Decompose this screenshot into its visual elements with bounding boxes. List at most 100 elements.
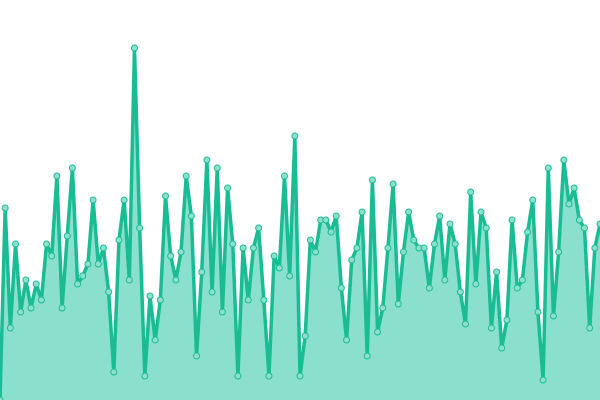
data-point: [462, 320, 470, 328]
data-point: [125, 276, 133, 284]
data-point: [156, 296, 164, 304]
data-point: [37, 296, 45, 304]
data-point: [353, 244, 361, 252]
data-point: [508, 216, 516, 224]
data-point: [586, 324, 594, 332]
data-point: [580, 224, 588, 232]
data-point: [130, 44, 138, 52]
data-point: [136, 224, 144, 232]
data-point: [229, 240, 237, 248]
data-point: [53, 172, 61, 180]
data-point: [79, 272, 87, 280]
data-point: [296, 372, 304, 380]
data-point: [218, 308, 226, 316]
data-point: [120, 196, 128, 204]
data-point: [555, 248, 563, 256]
data-point: [291, 132, 299, 140]
data-point: [213, 164, 221, 172]
data-point: [539, 376, 547, 384]
data-point: [146, 292, 154, 300]
data-point: [208, 288, 216, 296]
data-point: [244, 296, 252, 304]
data-point: [472, 280, 480, 288]
data-point: [368, 176, 376, 184]
data-point: [280, 172, 288, 180]
data-point: [420, 244, 428, 252]
data-point: [151, 336, 159, 344]
data-point: [534, 308, 542, 316]
data-point: [565, 200, 573, 208]
data-point: [591, 244, 599, 252]
data-point: [301, 332, 309, 340]
data-point: [182, 172, 190, 180]
data-point: [99, 244, 107, 252]
data-point: [446, 220, 454, 228]
data-point: [203, 156, 211, 164]
data-point: [513, 284, 521, 292]
data-point: [363, 352, 371, 360]
data-point: [43, 240, 51, 248]
data-point: [560, 156, 568, 164]
data-point: [255, 224, 263, 232]
data-point: [162, 192, 170, 200]
data-point: [389, 180, 397, 188]
data-point: [187, 212, 195, 220]
data-point: [12, 240, 20, 248]
data-point: [84, 260, 92, 268]
data-point: [177, 248, 185, 256]
data-point: [410, 236, 418, 244]
data-point: [110, 368, 118, 376]
data-point: [265, 372, 273, 380]
data-point: [327, 228, 335, 236]
data-point: [239, 244, 247, 252]
data-point: [1, 204, 9, 212]
data-point: [524, 228, 532, 236]
data-point: [467, 188, 475, 196]
data-point: [348, 256, 356, 264]
data-point: [425, 284, 433, 292]
data-point: [549, 312, 557, 320]
data-point: [544, 164, 552, 172]
data-point: [379, 304, 387, 312]
data-point: [270, 252, 278, 260]
data-point: [89, 196, 97, 204]
data-point: [503, 316, 511, 324]
data-point: [374, 328, 382, 336]
data-point: [518, 276, 526, 284]
data-point: [570, 184, 578, 192]
data-point: [399, 248, 407, 256]
data-point: [6, 324, 14, 332]
data-point: [48, 252, 56, 260]
data-point: [234, 372, 242, 380]
data-point: [172, 276, 180, 284]
data-points: [0, 44, 600, 400]
data-point: [27, 304, 35, 312]
data-point: [493, 268, 501, 276]
data-point: [487, 324, 495, 332]
data-point: [58, 304, 66, 312]
data-point: [405, 208, 413, 216]
data-point: [498, 344, 506, 352]
data-point: [63, 232, 71, 240]
data-point: [141, 372, 149, 380]
data-point: [384, 244, 392, 252]
data-point: [394, 300, 402, 308]
data-point: [260, 296, 268, 304]
data-point: [430, 240, 438, 248]
data-point: [249, 244, 257, 252]
data-point: [358, 208, 366, 216]
data-point: [74, 280, 82, 288]
data-point: [105, 288, 113, 296]
data-point: [456, 288, 464, 296]
data-point: [529, 196, 537, 204]
data-point: [94, 260, 102, 268]
data-point: [477, 208, 485, 216]
data-point: [275, 264, 283, 272]
data-point: [322, 216, 330, 224]
data-point: [441, 276, 449, 284]
data-point: [198, 268, 206, 276]
data-point: [224, 184, 232, 192]
data-point: [575, 216, 583, 224]
data-point: [312, 248, 320, 256]
data-point: [32, 280, 40, 288]
